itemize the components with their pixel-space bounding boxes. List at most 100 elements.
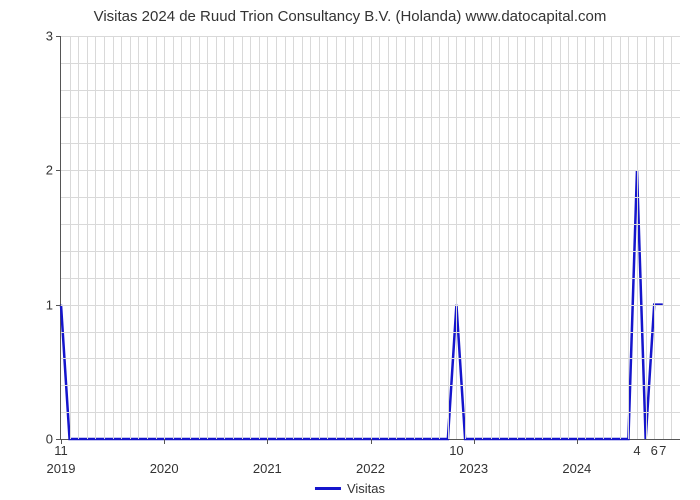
gridline-v [121,36,122,439]
gridline-v [585,36,586,439]
x-tick-mark [164,439,165,444]
gridline-v [104,36,105,439]
gridline-v [164,36,165,439]
gridline-v [525,36,526,439]
y-tick-mark [56,170,61,171]
gridline-v [224,36,225,439]
x-tick-mark [371,439,372,444]
y-tick-mark [56,305,61,306]
x-tick-label: 2021 [253,461,282,476]
y-tick-mark [56,36,61,37]
point-data-label: 7 [659,443,666,458]
gridline-v [474,36,475,439]
point-data-label: 6 [651,443,658,458]
gridline-v [371,36,372,439]
gridline-v [431,36,432,439]
gridline-v [199,36,200,439]
gridline-v [594,36,595,439]
gridline-v [362,36,363,439]
gridline-v [646,36,647,439]
y-tick-label: 3 [46,29,53,44]
gridline-v [113,36,114,439]
gridline-v [482,36,483,439]
point-data-label: 4 [633,443,640,458]
gridline-v [310,36,311,439]
gridline-v [302,36,303,439]
gridline-v [671,36,672,439]
x-tick-label: 2020 [150,461,179,476]
gridline-v [577,36,578,439]
gridline-v [353,36,354,439]
gridline-v [568,36,569,439]
gridline-v [78,36,79,439]
gridline-v [181,36,182,439]
gridline-v [156,36,157,439]
gridline-v [207,36,208,439]
gridline-v [628,36,629,439]
legend-swatch [315,487,341,490]
x-tick-label: 2022 [356,461,385,476]
x-tick-label: 2019 [47,461,76,476]
gridline-v [517,36,518,439]
gridline-v [491,36,492,439]
gridline-v [327,36,328,439]
gridline-v [422,36,423,439]
gridline-v [508,36,509,439]
legend: Visitas [315,481,385,496]
gridline-v [637,36,638,439]
gridline-v [551,36,552,439]
y-tick-label: 0 [46,432,53,447]
gridline-v [319,36,320,439]
gridline-v [499,36,500,439]
x-tick-mark [474,439,475,444]
chart-title: Visitas 2024 de Ruud Trion Consultancy B… [0,8,700,25]
gridline-v [336,36,337,439]
gridline-v [267,36,268,439]
gridline-v [654,36,655,439]
gridline-v [95,36,96,439]
gridline-v [87,36,88,439]
gridline-v [465,36,466,439]
gridline-v [216,36,217,439]
gridline-v [456,36,457,439]
point-data-label: 11 [54,443,68,458]
gridline-v [70,36,71,439]
gridline-v [611,36,612,439]
gridline-v [173,36,174,439]
gridline-v [448,36,449,439]
gridline-v [414,36,415,439]
gridline-v [259,36,260,439]
gridline-v [190,36,191,439]
x-tick-mark [267,439,268,444]
x-tick-label: 2024 [562,461,591,476]
gridline-v [138,36,139,439]
y-tick-label: 1 [46,297,53,312]
gridline-v [560,36,561,439]
y-tick-label: 2 [46,163,53,178]
point-data-label: 10 [449,443,463,458]
x-tick-mark [577,439,578,444]
gridline-v [534,36,535,439]
gridline-v [147,36,148,439]
gridline-v [276,36,277,439]
gridline-v [603,36,604,439]
gridline-v [379,36,380,439]
gridline-v [250,36,251,439]
gridline-v [285,36,286,439]
gridline-v [620,36,621,439]
chart-container: Visitas 2024 de Ruud Trion Consultancy B… [0,8,700,500]
gridline-v [663,36,664,439]
gridline-v [542,36,543,439]
gridline-v [405,36,406,439]
gridline-v [130,36,131,439]
plot-area: 01232019202020212022202320241110467 [60,36,680,440]
gridline-v [233,36,234,439]
gridline-v [439,36,440,439]
gridline-v [345,36,346,439]
gridline-v [396,36,397,439]
gridline-v [388,36,389,439]
gridline-v [293,36,294,439]
gridline-v [242,36,243,439]
legend-label: Visitas [347,481,385,496]
x-tick-label: 2023 [459,461,488,476]
